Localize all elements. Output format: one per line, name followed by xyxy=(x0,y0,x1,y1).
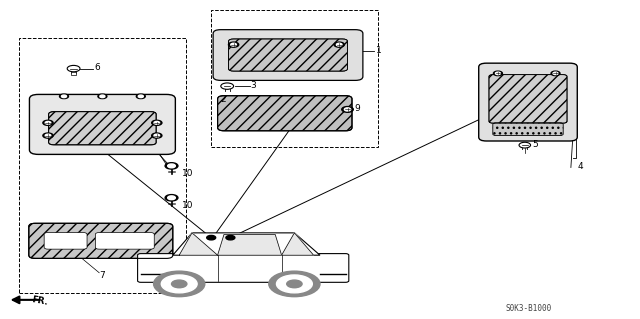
FancyBboxPatch shape xyxy=(49,112,156,145)
Circle shape xyxy=(165,195,178,201)
Circle shape xyxy=(165,163,178,169)
Circle shape xyxy=(161,275,197,293)
FancyBboxPatch shape xyxy=(95,233,154,249)
Bar xyxy=(211,10,378,147)
Circle shape xyxy=(334,42,344,47)
Polygon shape xyxy=(179,233,218,255)
Circle shape xyxy=(60,94,68,99)
Circle shape xyxy=(287,280,302,288)
Text: 10: 10 xyxy=(182,169,194,178)
Circle shape xyxy=(553,72,558,75)
Circle shape xyxy=(98,94,107,99)
Circle shape xyxy=(43,133,53,138)
Text: 1: 1 xyxy=(376,46,381,55)
Circle shape xyxy=(43,120,53,125)
Bar xyxy=(71,72,76,75)
Text: S0K3-B1000: S0K3-B1000 xyxy=(506,304,552,313)
FancyBboxPatch shape xyxy=(44,233,87,249)
Text: 10: 10 xyxy=(182,201,194,210)
Circle shape xyxy=(154,122,159,124)
Circle shape xyxy=(276,275,312,293)
Circle shape xyxy=(136,94,145,99)
Circle shape xyxy=(207,235,216,240)
Circle shape xyxy=(342,107,353,112)
FancyBboxPatch shape xyxy=(228,39,348,71)
FancyBboxPatch shape xyxy=(29,94,175,154)
Circle shape xyxy=(231,43,236,46)
FancyBboxPatch shape xyxy=(479,63,577,141)
Circle shape xyxy=(100,95,105,98)
Circle shape xyxy=(45,122,51,124)
Text: FR.: FR. xyxy=(31,295,49,307)
Polygon shape xyxy=(173,233,320,255)
Circle shape xyxy=(228,42,239,47)
Circle shape xyxy=(154,271,205,297)
FancyBboxPatch shape xyxy=(29,223,173,258)
Circle shape xyxy=(493,71,502,76)
FancyBboxPatch shape xyxy=(138,254,349,282)
Circle shape xyxy=(172,280,187,288)
Circle shape xyxy=(337,43,342,46)
Circle shape xyxy=(168,164,175,168)
Text: 6: 6 xyxy=(94,63,100,72)
Circle shape xyxy=(61,95,67,98)
Text: 7: 7 xyxy=(99,271,105,279)
Text: 9: 9 xyxy=(355,104,360,113)
Text: 3: 3 xyxy=(250,81,256,90)
FancyBboxPatch shape xyxy=(493,123,563,136)
Circle shape xyxy=(551,71,560,76)
Circle shape xyxy=(344,108,351,111)
FancyBboxPatch shape xyxy=(218,96,352,131)
Bar xyxy=(19,38,186,293)
Circle shape xyxy=(45,134,51,137)
Text: 2: 2 xyxy=(221,95,227,104)
Circle shape xyxy=(168,196,175,200)
Text: 5: 5 xyxy=(532,140,538,149)
Polygon shape xyxy=(282,233,314,255)
Text: 4: 4 xyxy=(577,162,583,171)
Circle shape xyxy=(226,235,235,240)
Circle shape xyxy=(154,134,159,137)
FancyBboxPatch shape xyxy=(213,30,363,80)
Text: 8: 8 xyxy=(115,239,121,248)
Circle shape xyxy=(269,271,320,297)
FancyBboxPatch shape xyxy=(489,75,567,123)
Circle shape xyxy=(152,133,162,138)
Circle shape xyxy=(495,72,500,75)
Circle shape xyxy=(138,95,143,98)
Polygon shape xyxy=(218,234,282,255)
Circle shape xyxy=(152,120,162,125)
